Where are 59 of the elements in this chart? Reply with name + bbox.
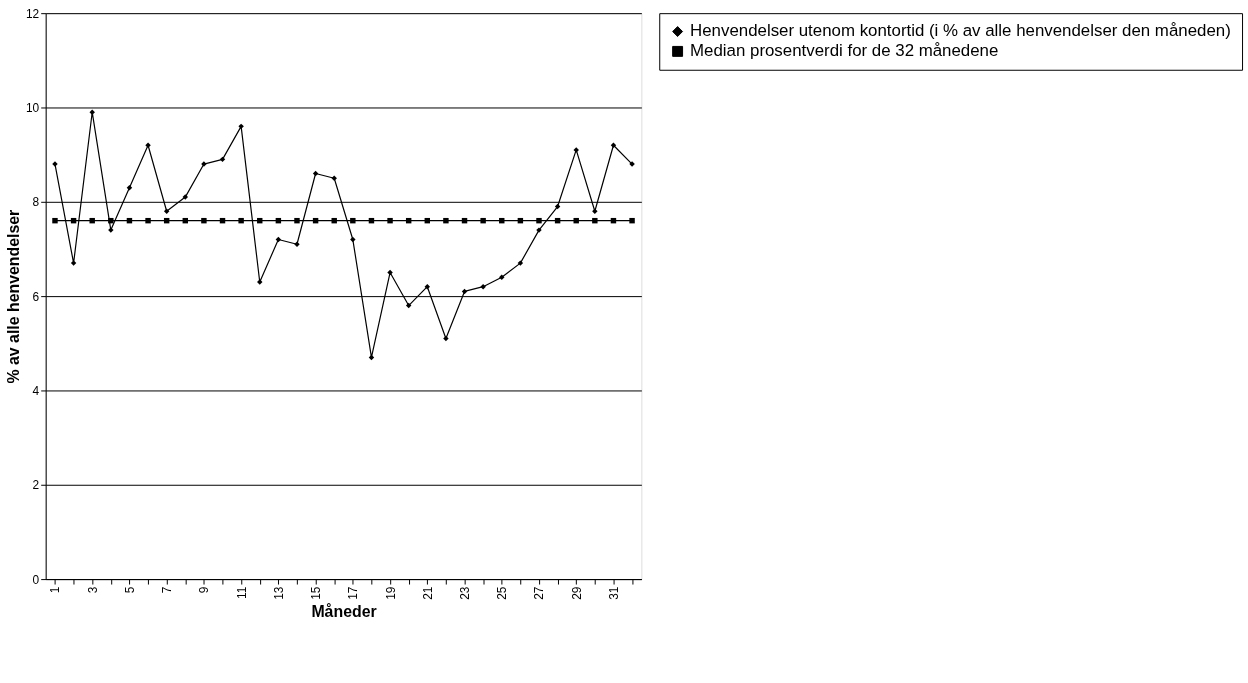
x-tick-label: 25 <box>495 586 510 600</box>
point <box>108 217 114 224</box>
point <box>182 194 189 200</box>
y-tick-label: 6 <box>32 289 40 304</box>
point <box>294 241 300 247</box>
point <box>480 283 486 290</box>
x-tick-label: 13 <box>271 586 286 600</box>
x-tick-label: 7 <box>160 586 175 594</box>
point <box>145 217 151 224</box>
point <box>70 260 77 266</box>
point <box>480 217 486 224</box>
y-tick-label: 10 <box>25 100 40 115</box>
x-tick-label: 9 <box>197 586 212 594</box>
x-tick-label: 11 <box>234 586 249 599</box>
point <box>443 217 449 224</box>
x-tick-label: 31 <box>606 586 621 600</box>
x-tick-label: 19 <box>383 586 398 600</box>
point <box>294 217 300 224</box>
x-tick-label: 23 <box>457 586 472 600</box>
point <box>163 208 170 214</box>
point <box>387 217 393 224</box>
x-tick-label: 1 <box>48 586 63 594</box>
x-tick-label: 21 <box>420 586 435 600</box>
point <box>89 109 95 115</box>
legend-label: Henvendelser utenom kontortid (i % av alle henvendelser den måneden) <box>690 21 1231 41</box>
point <box>89 217 95 224</box>
point <box>610 142 617 148</box>
x-tick-label: 5 <box>122 586 137 594</box>
point <box>443 335 449 342</box>
x-tick-label: 3 <box>85 586 100 594</box>
y-tick-label: 4 <box>32 383 40 398</box>
point <box>424 283 431 290</box>
x-tick-label: 27 <box>532 586 547 600</box>
y-tick-label: 2 <box>32 478 40 493</box>
x-tick-label: 29 <box>569 586 584 600</box>
point <box>201 217 207 224</box>
point <box>499 274 505 280</box>
y-tick-label: 8 <box>32 195 40 210</box>
x-axis-title: Måneder <box>311 602 377 620</box>
point <box>331 175 337 181</box>
point <box>238 123 244 130</box>
point <box>536 217 542 224</box>
point <box>573 147 579 153</box>
point <box>350 217 356 224</box>
point <box>238 217 244 224</box>
x-tick-label: 17 <box>346 586 361 600</box>
legend-label: Median prosentverdi for de 32 månedene <box>690 41 999 61</box>
y-tick-label: 12 <box>25 6 40 21</box>
point <box>52 217 58 224</box>
point <box>592 217 598 224</box>
y-axis-title: % av alle henvendelser <box>5 209 23 384</box>
point <box>350 236 356 243</box>
point <box>517 260 524 266</box>
x-tick-label: 15 <box>309 586 324 600</box>
point <box>592 208 598 214</box>
point <box>387 269 393 276</box>
y-tick-label: 0 <box>32 572 40 587</box>
point <box>331 217 337 224</box>
point <box>629 217 635 224</box>
